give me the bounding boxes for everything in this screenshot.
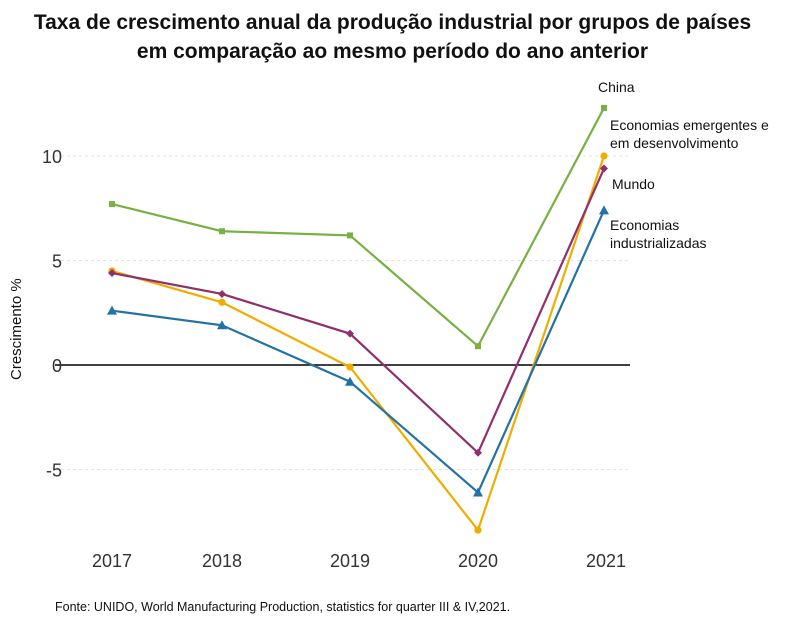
series-economias-industrializadas bbox=[107, 205, 609, 497]
data-point bbox=[346, 329, 354, 338]
x-tick-label: 2020 bbox=[458, 551, 498, 571]
data-point bbox=[601, 104, 607, 111]
y-tick-label: 0 bbox=[52, 356, 62, 376]
data-point bbox=[108, 269, 116, 278]
x-tick-labels: 2017 2018 2019 2020 2021 bbox=[92, 551, 626, 571]
data-point bbox=[474, 526, 482, 534]
data-point bbox=[474, 448, 482, 457]
y-tick-label: -5 bbox=[46, 461, 62, 481]
series-china bbox=[109, 104, 607, 350]
data-point bbox=[218, 289, 226, 298]
series-label: Economias industrializadas bbox=[610, 217, 707, 251]
series-label: Mundo bbox=[612, 176, 655, 192]
x-tick-label: 2021 bbox=[586, 551, 626, 571]
x-tick-label: 2019 bbox=[330, 551, 370, 571]
data-point bbox=[600, 164, 608, 173]
y-tick-labels: -5 0 5 10 bbox=[42, 147, 62, 481]
series-line bbox=[111, 155, 606, 533]
data-point bbox=[219, 228, 225, 235]
data-point bbox=[346, 363, 354, 371]
series-mundo bbox=[108, 164, 608, 457]
series-line bbox=[111, 209, 606, 495]
x-tick-label: 2017 bbox=[92, 551, 132, 571]
y-tick-label: 10 bbox=[42, 147, 62, 167]
series-line bbox=[111, 168, 606, 455]
data-point bbox=[345, 376, 355, 386]
y-tick-label: 5 bbox=[52, 252, 62, 272]
chart-title: Taxa de crescimento anual da produção in… bbox=[0, 8, 785, 66]
data-point bbox=[217, 320, 227, 330]
data-point bbox=[109, 201, 115, 208]
series-line bbox=[111, 107, 605, 348]
data-point bbox=[107, 305, 117, 315]
data-point bbox=[218, 298, 226, 306]
chart-title-line1: Taxa de crescimento anual da produção in… bbox=[33, 11, 752, 34]
chart-title-line2: em comparação ao mesmo período do ano an… bbox=[136, 40, 649, 63]
data-point bbox=[347, 232, 353, 239]
series-labels: China Economias emergentes e em desenvolvi… bbox=[598, 79, 769, 251]
series-group bbox=[107, 104, 609, 534]
source-note: Fonte: UNIDO, World Manufacturing Produc… bbox=[55, 600, 511, 614]
gridlines bbox=[55, 155, 630, 470]
data-point bbox=[600, 152, 608, 160]
data-point bbox=[475, 343, 481, 350]
x-tick-label: 2018 bbox=[202, 551, 242, 571]
data-point bbox=[599, 205, 609, 215]
data-point bbox=[473, 487, 483, 497]
series-economias-emergentes-e-em-desenvolvimento bbox=[108, 152, 608, 534]
series-label: Economias emergentes e em desenvolvimento bbox=[610, 117, 769, 151]
series-label: China bbox=[598, 79, 635, 95]
